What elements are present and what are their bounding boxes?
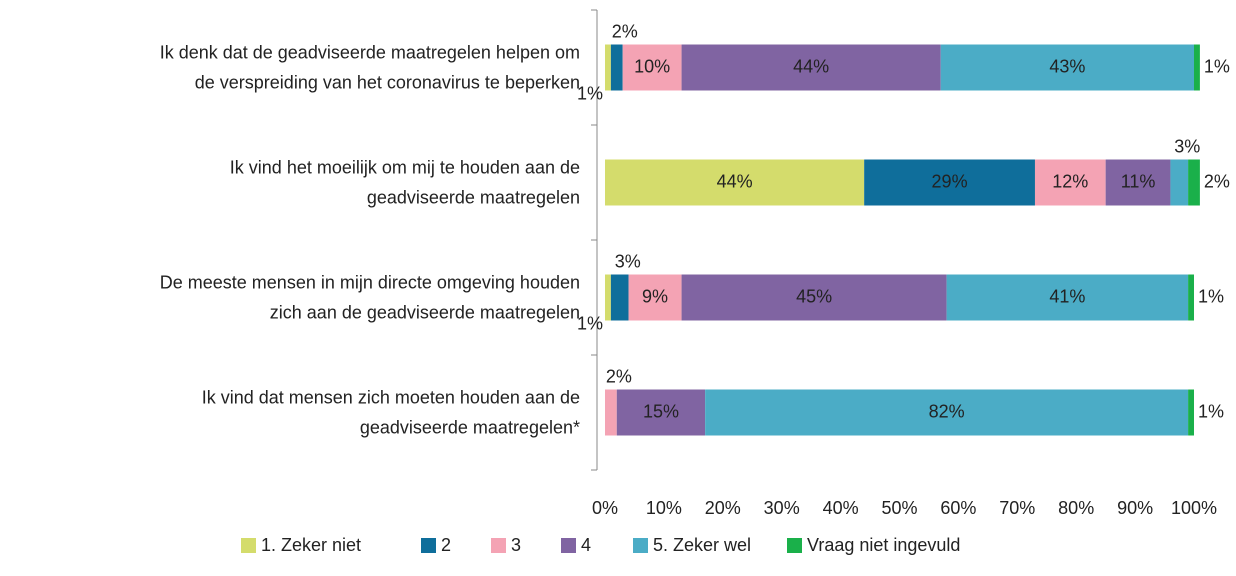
data-label: 44%	[717, 171, 753, 191]
x-tick-label: 90%	[1117, 498, 1153, 518]
data-label: 45%	[796, 286, 832, 306]
category-label: Ik denk dat de geadviseerde maatregelen …	[160, 42, 580, 62]
legend-label: 4	[581, 535, 591, 555]
legend-swatch	[421, 538, 436, 553]
legend-label: Vraag niet ingevuld	[807, 535, 960, 555]
legend-label: 1. Zeker niet	[261, 535, 361, 555]
x-tick-label: 40%	[823, 498, 859, 518]
bar-segment	[1194, 44, 1200, 91]
data-label: 2%	[612, 21, 638, 41]
x-tick-label: 80%	[1058, 498, 1094, 518]
x-tick-label: 20%	[705, 498, 741, 518]
x-tick-label: 0%	[592, 498, 618, 518]
bar-segment	[864, 159, 1035, 206]
data-label: 11%	[1121, 171, 1156, 191]
x-tick-label: 100%	[1171, 498, 1217, 518]
data-label: 29%	[932, 171, 968, 191]
bar-segment	[946, 274, 1189, 321]
data-label: 10%	[634, 56, 670, 76]
bar-segment	[1170, 159, 1189, 206]
bar-segment	[628, 274, 682, 321]
data-label: 9%	[642, 286, 668, 306]
category-label: De meeste mensen in mijn directe omgevin…	[160, 272, 580, 292]
data-label: 3%	[615, 251, 641, 271]
legend-label: 5. Zeker wel	[653, 535, 751, 555]
category-label: Ik vind dat mensen zich moeten houden aa…	[202, 387, 580, 407]
category-label: de verspreiding van het coronavirus te b…	[195, 72, 580, 92]
category-label: zich aan de geadviseerde maatregelen	[270, 302, 580, 322]
bar-segment	[1188, 274, 1194, 321]
data-label: 1%	[577, 83, 603, 103]
bar-segment	[616, 389, 706, 436]
legend-swatch	[561, 538, 576, 553]
bar-segment	[610, 44, 623, 91]
legend-label: 2	[441, 535, 451, 555]
x-tick-label: 70%	[999, 498, 1035, 518]
data-label: 1%	[1198, 286, 1224, 306]
bar-segment	[1188, 389, 1194, 436]
data-label: 12%	[1052, 171, 1088, 191]
data-label: 43%	[1049, 56, 1085, 76]
legend-swatch	[633, 538, 648, 553]
bar-segment	[605, 159, 865, 206]
category-label: geadviseerde maatregelen	[367, 187, 580, 207]
bar-segment	[681, 274, 947, 321]
data-label: 82%	[929, 401, 965, 421]
data-label: 1%	[1204, 56, 1230, 76]
bar-segment	[1105, 159, 1171, 206]
legend-swatch	[241, 538, 256, 553]
bar-segment	[605, 44, 611, 91]
bar-segment	[1188, 159, 1200, 206]
bar-segment	[681, 44, 941, 91]
category-label: Ik vind het moeilijk om mij te houden aa…	[230, 157, 580, 177]
data-label: 1%	[577, 313, 603, 333]
legend-swatch	[491, 538, 506, 553]
bar-segment	[705, 389, 1189, 436]
legend-swatch	[787, 538, 802, 553]
bar-segment	[622, 44, 682, 91]
x-tick-label: 10%	[646, 498, 682, 518]
category-label: geadviseerde maatregelen*	[360, 417, 580, 437]
legend-label: 3	[511, 535, 521, 555]
data-label: 44%	[793, 56, 829, 76]
bar-segment	[610, 274, 629, 321]
data-label: 2%	[606, 366, 632, 386]
data-label: 2%	[1204, 171, 1230, 191]
x-tick-label: 30%	[764, 498, 800, 518]
data-label: 3%	[1174, 136, 1200, 156]
bar-segment	[605, 274, 611, 321]
x-tick-label: 50%	[881, 498, 917, 518]
data-label: 15%	[643, 401, 679, 421]
data-label: 41%	[1049, 286, 1085, 306]
data-label: 1%	[1198, 401, 1224, 421]
bar-segment	[940, 44, 1194, 91]
bar-segment	[1034, 159, 1106, 206]
x-tick-label: 60%	[940, 498, 976, 518]
bar-segment	[605, 389, 617, 436]
